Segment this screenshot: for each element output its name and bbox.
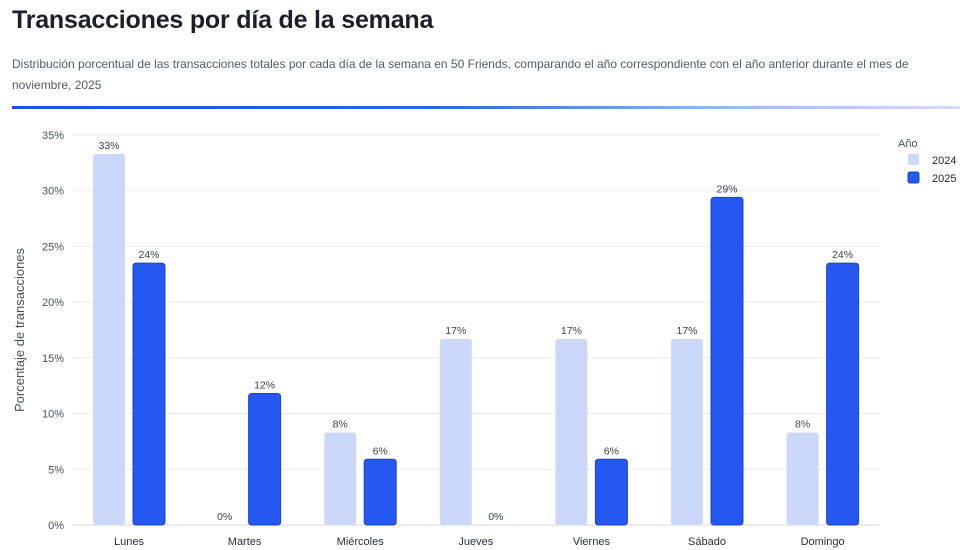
bars	[93, 153, 860, 526]
bar-2025-domingo[interactable]	[826, 262, 860, 526]
x-tick-label: Jueves	[458, 536, 493, 548]
legend-label-2025[interactable]: 2025	[932, 173, 956, 185]
x-tick-label: Sábado	[688, 536, 726, 548]
y-tick-label: 20%	[42, 297, 64, 309]
bar-2024-jueves[interactable]	[439, 338, 472, 525]
data-label-2024-jueves: 17%	[445, 325, 466, 337]
legend-label-2024[interactable]: 2024	[932, 155, 956, 167]
data-label-2025-miércoles: 6%	[373, 445, 388, 457]
y-axis-ticks: 0% 5% 10% 15% 20% 25% 30% 35%	[42, 130, 64, 532]
y-tick-label: 0%	[48, 520, 64, 532]
page-subtitle: Distribución porcentual de las transacci…	[12, 57, 909, 92]
x-tick-label: Domingo	[801, 536, 845, 548]
data-label-2025-viernes: 6%	[604, 445, 619, 457]
title-divider	[12, 106, 960, 109]
data-label-2025-lunes: 24%	[138, 249, 159, 261]
y-tick-label: 10%	[42, 409, 64, 421]
y-tick-label: 35%	[42, 130, 64, 142]
bar-2025-lunes[interactable]	[132, 262, 166, 526]
x-tick-label: Miércoles	[337, 536, 385, 548]
y-axis-label: Porcentaje de transacciones	[12, 247, 27, 412]
bar-2025-sábado[interactable]	[710, 196, 744, 526]
y-tick-label: 15%	[42, 353, 64, 365]
data-label-2024-domingo: 8%	[795, 419, 810, 431]
bar-2024-viernes[interactable]	[555, 338, 588, 525]
data-label-2025-jueves: 0%	[488, 511, 503, 523]
data-label-2024-lunes: 33%	[98, 140, 119, 152]
x-tick-label: Viernes	[573, 536, 611, 548]
data-label-2024-sábado: 17%	[676, 325, 697, 337]
legend-swatch-2024[interactable]	[908, 154, 919, 165]
data-label-2024-viernes: 17%	[561, 325, 582, 337]
data-label-2025-domingo: 24%	[832, 249, 853, 261]
y-tick-label: 30%	[42, 186, 64, 198]
data-label-2024-miércoles: 8%	[333, 419, 348, 431]
data-labels: 33% 24% 0% 12% 8% 6% 17% 0% 17% 6% 17% 29% 8% 24%	[98, 140, 853, 523]
x-tick-label: Martes	[228, 536, 262, 548]
x-axis-ticks: Lunes Martes Miércoles Jueves Viernes Sábado D…	[114, 536, 845, 548]
y-tick-label: 25%	[42, 241, 64, 253]
data-label-2024-martes: 0%	[217, 511, 232, 523]
legend-swatch-2025[interactable]	[907, 171, 920, 184]
legend: Año 2024 2025	[898, 138, 956, 185]
y-tick-label: 5%	[48, 464, 64, 476]
bar-2024-domingo[interactable]	[786, 432, 819, 525]
bar-2024-lunes[interactable]	[93, 153, 125, 525]
data-label-2025-sábado: 29%	[716, 183, 737, 195]
bar-2025-martes[interactable]	[248, 393, 282, 526]
page-title: Transacciones por día de la semana	[12, 6, 434, 34]
grid-lines	[72, 134, 880, 526]
bar-2025-miércoles[interactable]	[363, 458, 397, 526]
bar-2024-sábado[interactable]	[671, 338, 703, 525]
x-tick-label: Lunes	[114, 536, 144, 548]
data-label-2025-martes: 12%	[254, 380, 275, 392]
bar-2024-miércoles[interactable]	[324, 432, 357, 525]
legend-title: Año	[898, 138, 918, 150]
bar-2025-viernes[interactable]	[594, 458, 628, 526]
